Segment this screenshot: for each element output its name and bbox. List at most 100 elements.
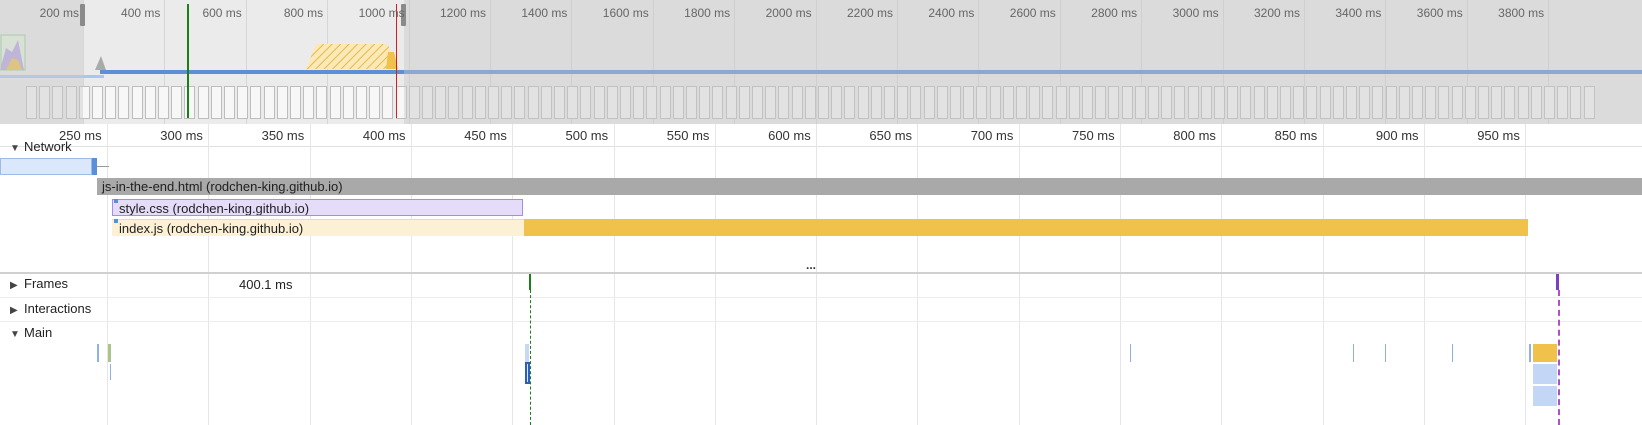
overview-gridline (978, 0, 980, 124)
overview-frame (408, 86, 420, 119)
request-bar-js-download[interactable] (524, 219, 1528, 236)
overview-tick-label: 1000 ms (358, 6, 405, 20)
main-task[interactable] (1130, 344, 1131, 362)
timeline-ruler: 250 ms 300 ms 350 ms 400 ms 450 ms 500 ms 550 … (0, 124, 1642, 147)
main-track-header[interactable]: ▼ Main (10, 325, 52, 340)
overview-frame (1240, 86, 1252, 119)
main-task-sub[interactable] (1533, 364, 1557, 384)
overview-frame (369, 86, 381, 119)
overview-tick-label: 2400 ms (928, 6, 975, 20)
timeline-gridline (1221, 124, 1223, 425)
timeline-gridline (714, 124, 716, 425)
overview-frame (52, 86, 64, 119)
timeline-gridline (1018, 124, 1020, 425)
main-task-sub[interactable] (1533, 386, 1557, 406)
interactions-track-header[interactable]: ▶ Interactions (10, 301, 91, 316)
selection-handle-left[interactable] (80, 4, 85, 26)
overview-frame (290, 86, 301, 119)
overview-frame (474, 86, 486, 119)
request-bar-css[interactable]: style.css (rodchen-king.github.io) (112, 199, 523, 216)
interactions-label: Interactions (24, 301, 92, 316)
timeline-overview[interactable]: 200 ms 400 ms 600 ms 800 ms 1000 ms 1200 ms 14… (0, 0, 1642, 125)
ruler-tick-label: 300 ms (160, 128, 203, 143)
overview-frame (791, 86, 803, 119)
main-task[interactable] (1452, 344, 1453, 362)
overview-frame (1412, 86, 1423, 119)
main-task-selected[interactable] (525, 362, 530, 384)
dcl-marker (187, 4, 189, 118)
main-task[interactable] (97, 344, 99, 362)
panel-splitter[interactable] (0, 272, 1642, 274)
timeline-gridline (512, 124, 514, 425)
main-task[interactable] (110, 364, 111, 380)
overview-gridline (897, 0, 898, 124)
selection-handle-right[interactable] (401, 4, 406, 26)
overview-gridline (734, 0, 736, 124)
frame-duration: 400.1 ms (239, 277, 293, 292)
overview-frame (144, 86, 156, 119)
request-bar-html[interactable]: js-in-the-end.html (rodchen-king.github.… (97, 178, 1642, 195)
main-task[interactable] (108, 344, 111, 362)
overview-frame (540, 86, 552, 119)
overview-frame (1055, 86, 1067, 119)
overview-frame (1082, 86, 1093, 119)
overview-frames-strip (0, 86, 1642, 122)
ruler-tick-label: 600 ms (768, 128, 811, 143)
overview-tick-label: 3000 ms (1172, 6, 1219, 20)
overview-frame (857, 86, 869, 119)
overview-frame (1227, 86, 1239, 119)
collapsed-triangle-icon: ▶ (10, 280, 18, 291)
overview-frame (1346, 86, 1357, 119)
overview-dim-left (0, 0, 83, 124)
splitter-grip[interactable]: ... (806, 258, 817, 272)
main-task[interactable] (1353, 344, 1354, 362)
main-task[interactable] (1385, 344, 1386, 362)
overview-frame (1266, 86, 1278, 119)
ruler-tick-label: 500 ms (565, 128, 609, 143)
overview-frame (158, 86, 169, 119)
collapsed-triangle-icon: ▶ (10, 305, 18, 316)
overview-frame (1134, 86, 1146, 119)
overview-gridline (83, 0, 84, 124)
overview-frame (184, 86, 196, 119)
request-bar-prev-end (92, 158, 97, 175)
overview-frame (263, 86, 275, 119)
request-bar-js-wait[interactable]: index.js (rodchen-king.github.io) (112, 219, 524, 236)
overview-tick-label: 400 ms (121, 6, 161, 20)
overview-frame (1478, 86, 1489, 119)
overview-frame (448, 86, 460, 119)
overview-frame (1557, 86, 1569, 119)
end-frame-marker (1556, 274, 1559, 290)
overview-frame (1319, 86, 1331, 119)
request-bar-prev[interactable] (0, 158, 92, 175)
overview-frame (633, 86, 645, 119)
expand-triangle-icon: ▼ (10, 329, 20, 340)
overview-frame (197, 86, 209, 119)
overview-frame (1121, 86, 1133, 119)
overview-frame (765, 86, 777, 119)
main-task-script[interactable] (1533, 344, 1557, 362)
overview-frame (580, 86, 592, 119)
overview-frame (1570, 86, 1582, 119)
overview-frame (382, 86, 394, 119)
network-label: Network (24, 139, 72, 154)
overview-gridline (1385, 0, 1387, 124)
overview-frame (131, 86, 143, 119)
main-task[interactable] (525, 344, 529, 362)
overview-frame (897, 86, 909, 119)
main-task[interactable] (1529, 344, 1531, 362)
overview-frame (1042, 86, 1054, 119)
overview-frame (1464, 86, 1476, 119)
frames-track-header[interactable]: ▶ Frames (10, 276, 68, 291)
network-track-header[interactable]: ▼ Network (10, 139, 72, 154)
overview-frame (936, 86, 948, 119)
end-dashed-line (1558, 290, 1560, 425)
overview-frame (26, 86, 37, 119)
overview-frame (1491, 86, 1503, 119)
overview-gridline (245, 0, 247, 124)
overview-frame (1108, 86, 1120, 119)
overview-frame (686, 86, 697, 119)
overview-frame (752, 86, 763, 119)
overview-gridline (490, 0, 491, 124)
timeline-gridline (208, 124, 210, 425)
